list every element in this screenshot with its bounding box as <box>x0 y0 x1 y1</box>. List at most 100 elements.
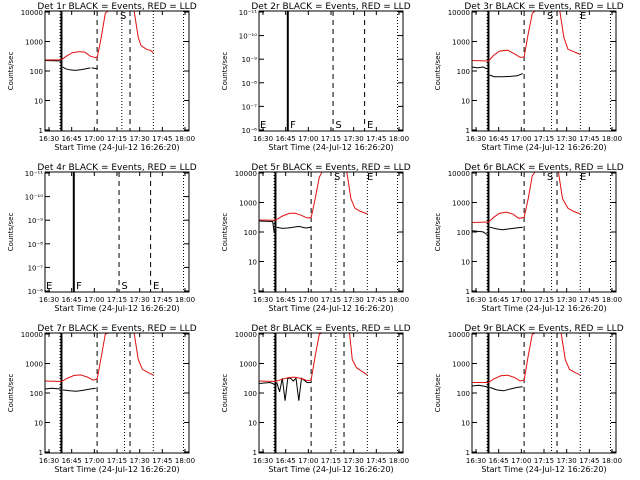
time-marker-label: S <box>547 172 553 183</box>
x-tick-label: 17:30 <box>130 296 150 304</box>
x-tick-label: 17:45 <box>579 296 599 304</box>
y-tick-label: 10 <box>34 420 43 428</box>
y-tick-label: 100 <box>457 229 470 237</box>
detector-panel-8: Det 8r BLACK = Events, RED = LLD 16:30 16:… <box>221 324 411 474</box>
x-axis-title: Start Time (24-Jul-12 16:26:20) <box>54 465 179 474</box>
x-axis-title: Start Time (24-Jul-12 16:26:20) <box>268 465 393 474</box>
chart-title: Det 6r BLACK = Events, RED = LLD <box>464 163 623 173</box>
y-tick-label: 1 <box>466 288 470 296</box>
x-tick-label: 17:30 <box>557 457 577 465</box>
y-tick-label: 10⁻⁶ <box>242 127 258 135</box>
y-tick-label: 10⁻⁶ <box>28 288 44 296</box>
events-curve <box>258 381 275 385</box>
x-tick-label: 16:45 <box>62 135 82 143</box>
y-tick-label: 10 <box>461 259 470 267</box>
x-tick-label: 18:00 <box>389 457 409 465</box>
chart-title: Det 8r BLACK = Events, RED = LLD <box>251 324 410 334</box>
x-tick-label: 17:30 <box>130 135 150 143</box>
events-curve <box>471 230 488 235</box>
x-tick-label: 16:30 <box>39 135 59 143</box>
x-tick-label: 16:30 <box>466 135 486 143</box>
y-tick-label: 10000 <box>235 331 257 339</box>
chart-title: Det 9r BLACK = Events, RED = LLD <box>464 324 623 334</box>
lld-curve <box>44 332 109 383</box>
detector-panel-4: Det 4r BLACK = Events, RED = LLD E F S E 16:3… <box>7 163 197 313</box>
lld-curve <box>472 332 536 383</box>
lld-curve <box>346 171 368 215</box>
y-axis-title: Counts/sec <box>221 52 229 91</box>
chart-title: Det 7r BLACK = Events, RED = LLD <box>37 324 196 334</box>
x-tick-label: 17:30 <box>344 457 364 465</box>
x-tick-label: 17:15 <box>534 135 554 143</box>
x-tick-label: 17:00 <box>298 296 318 304</box>
x-tick-label: 16:30 <box>253 457 273 465</box>
x-tick-label: 17:00 <box>298 457 318 465</box>
y-tick-label: 10⁻⁷ <box>28 264 44 272</box>
y-tick-label: 1 <box>39 449 43 457</box>
detector-panel-7: Det 7r BLACK = Events, RED = LLD 16:30 16:… <box>7 324 197 474</box>
x-tick-label: 17:45 <box>579 457 599 465</box>
x-tick-label: 17:45 <box>152 135 172 143</box>
y-tick-label: 10⁻¹¹ <box>25 170 43 178</box>
x-tick-label: 17:45 <box>366 135 386 143</box>
x-tick-label: 18:00 <box>602 135 622 143</box>
events-curve <box>489 73 523 78</box>
x-tick-label: 17:30 <box>557 135 577 143</box>
y-tick-label: 10000 <box>448 331 470 339</box>
events-curve <box>44 60 62 62</box>
lld-curve <box>133 332 154 376</box>
lld-curve <box>258 332 323 383</box>
x-tick-label: 17:30 <box>130 457 150 465</box>
chart-title: Det 1r BLACK = Events, RED = LLD <box>37 2 196 12</box>
x-tick-label: 17:15 <box>534 457 554 465</box>
y-tick-label: 1000 <box>239 200 257 208</box>
lld-curve <box>349 332 368 376</box>
time-marker-label: E <box>580 172 586 183</box>
time-marker-label: E <box>580 11 586 22</box>
y-tick-label: 10 <box>248 420 257 428</box>
chart-title: Det 3r BLACK = Events, RED = LLD <box>464 2 623 12</box>
x-tick-label: 18:00 <box>175 457 195 465</box>
y-tick-label: 10000 <box>21 9 43 17</box>
x-axis-title: Start Time (24-Jul-12 16:26:20) <box>268 143 393 152</box>
events-curve <box>44 387 61 390</box>
lld-curve <box>471 10 536 62</box>
time-marker-label: S <box>121 281 127 292</box>
x-tick-label: 18:00 <box>389 135 409 143</box>
y-tick-label: 1 <box>39 127 43 135</box>
time-marker-label: E <box>367 172 373 183</box>
y-tick-label: 10 <box>34 98 43 106</box>
y-tick-label: 1 <box>253 449 257 457</box>
y-axis-title: Counts/sec <box>221 213 229 252</box>
y-tick-label: 100 <box>30 390 43 398</box>
y-tick-label: 10⁻⁷ <box>242 103 258 111</box>
y-tick-label: 100 <box>457 68 470 76</box>
x-tick-label: 17:45 <box>152 457 172 465</box>
events-curve <box>489 386 523 392</box>
x-tick-label: 16:30 <box>39 296 59 304</box>
y-tick-label: 1000 <box>239 361 257 369</box>
lld-curve <box>133 10 154 54</box>
y-tick-label: 10000 <box>448 9 470 17</box>
x-tick-label: 16:45 <box>276 135 296 143</box>
y-axis-title: Counts/sec <box>434 52 442 91</box>
y-tick-label: 100 <box>30 68 43 76</box>
detector-panel-2: Det 2r BLACK = Events, RED = LLD E F S E 16:3… <box>221 2 411 152</box>
events-curve <box>62 387 96 392</box>
x-axis-title: Start Time (24-Jul-12 16:26:20) <box>54 143 179 152</box>
chart-title: Det 2r BLACK = Events, RED = LLD <box>251 2 410 12</box>
x-axis-title: Start Time (24-Jul-12 16:26:20) <box>481 465 606 474</box>
events-curve <box>258 220 275 232</box>
x-tick-label: 17:45 <box>366 296 386 304</box>
x-tick-label: 16:45 <box>62 296 82 304</box>
x-tick-label: 17:15 <box>534 296 554 304</box>
x-tick-label: 16:30 <box>253 135 273 143</box>
y-tick-label: 100 <box>244 229 257 237</box>
chart-title: Det 4r BLACK = Events, RED = LLD <box>37 163 196 173</box>
